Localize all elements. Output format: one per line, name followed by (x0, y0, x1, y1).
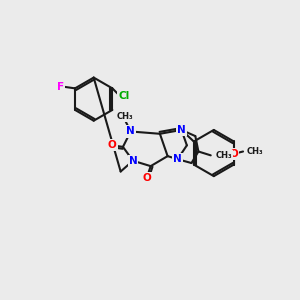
Text: N: N (173, 154, 182, 164)
Text: N: N (129, 156, 137, 166)
Text: O: O (108, 140, 116, 150)
Text: O: O (230, 149, 238, 159)
Text: O: O (142, 173, 151, 183)
Text: CH₃: CH₃ (116, 112, 133, 121)
Text: F: F (57, 82, 64, 92)
Text: CH₃: CH₃ (247, 147, 263, 156)
Text: CH₃: CH₃ (215, 151, 232, 160)
Text: Cl: Cl (118, 91, 130, 101)
Text: N: N (126, 127, 135, 136)
Text: N: N (177, 125, 186, 135)
